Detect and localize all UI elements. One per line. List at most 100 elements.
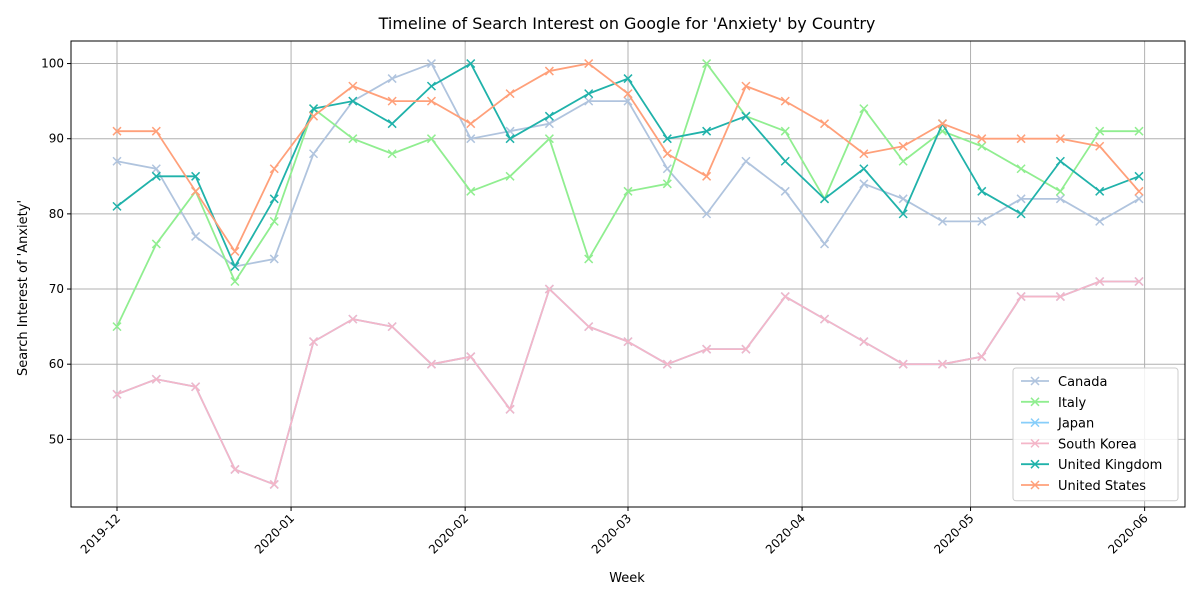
series-united-kingdom — [112, 59, 1144, 272]
data-point-united-kingdom — [1134, 171, 1144, 181]
x-tick-label: 2020-04 — [763, 511, 808, 556]
data-point-united-kingdom — [309, 104, 319, 114]
data-point-canada — [112, 156, 122, 166]
data-point-italy — [544, 134, 554, 144]
data-point-united-kingdom — [859, 164, 869, 174]
data-point-canada — [780, 186, 790, 196]
data-point-united-kingdom — [348, 96, 358, 106]
data-point-united-kingdom — [1055, 156, 1065, 166]
data-point-united-states — [466, 119, 476, 129]
data-point-italy — [1016, 164, 1026, 174]
data-point-canada — [662, 164, 672, 174]
data-point-united-states — [898, 141, 908, 151]
data-point-italy — [898, 156, 908, 166]
data-point-south-korea — [505, 404, 515, 414]
data-point-united-states — [505, 89, 515, 99]
data-point-italy — [977, 141, 987, 151]
data-point-south-korea — [1134, 276, 1144, 287]
data-point-united-states — [191, 186, 201, 196]
series-south-korea — [112, 276, 1144, 489]
data-point-south-korea — [820, 314, 830, 324]
legend-item-united-kingdom: United Kingdom — [1021, 458, 1162, 473]
data-point-south-korea — [1016, 292, 1026, 302]
legend-item-canada: Canada — [1021, 375, 1107, 390]
data-point-united-kingdom — [820, 194, 830, 204]
data-point-south-korea — [741, 344, 751, 354]
data-point-italy — [112, 322, 122, 332]
data-point-united-kingdom — [151, 171, 161, 181]
legend-label: United States — [1058, 479, 1146, 494]
data-point-united-states — [544, 66, 554, 76]
data-point-canada — [1134, 194, 1144, 204]
data-point-canada — [1095, 216, 1105, 226]
legend-marker — [1030, 438, 1040, 448]
data-point-italy — [1055, 186, 1065, 196]
legend-marker — [1030, 459, 1040, 469]
chart-title: Timeline of Search Interest on Google fo… — [378, 14, 876, 33]
data-point-canada — [309, 149, 319, 159]
legend-marker — [1030, 418, 1040, 428]
data-point-canada — [859, 179, 869, 189]
data-point-united-states — [269, 164, 279, 174]
data-point-united-states — [1134, 186, 1144, 196]
data-point-canada — [702, 209, 712, 219]
data-point-united-kingdom — [584, 89, 594, 99]
data-point-united-kingdom — [544, 111, 554, 121]
data-point-united-states — [151, 126, 161, 136]
data-point-united-kingdom — [702, 126, 712, 136]
data-point-canada — [1055, 194, 1065, 204]
data-point-united-kingdom — [230, 261, 240, 272]
series-canada — [112, 59, 1144, 272]
data-point-canada — [426, 59, 436, 69]
data-point-italy — [623, 186, 633, 196]
data-point-canada — [1016, 194, 1026, 204]
legend-box — [1012, 367, 1179, 502]
data-point-south-korea — [859, 337, 869, 347]
data-point-united-states — [584, 59, 594, 69]
y-tick-label: 70 — [49, 282, 64, 296]
data-point-united-states — [820, 119, 830, 129]
data-point-south-korea — [702, 344, 712, 354]
data-point-united-kingdom — [623, 74, 633, 84]
data-point-united-states — [1055, 134, 1065, 144]
data-point-united-states — [741, 81, 751, 91]
data-point-south-korea — [937, 359, 947, 369]
legend-marker — [1030, 480, 1040, 490]
data-point-italy — [505, 171, 515, 181]
data-point-united-states — [1095, 141, 1105, 151]
data-point-south-korea — [348, 314, 358, 324]
data-point-canada — [151, 164, 161, 174]
legend-label: Italy — [1058, 396, 1087, 411]
data-point-south-korea — [309, 337, 319, 347]
data-point-south-korea — [1095, 276, 1105, 287]
x-axis-label: Week — [609, 571, 645, 586]
series-united-states — [112, 59, 1144, 256]
y-axis-label: Search Interest of 'Anxiety' — [16, 200, 31, 376]
x-tick-label: 2019-12 — [78, 511, 123, 556]
data-point-united-states — [937, 119, 947, 129]
data-point-italy — [466, 186, 476, 196]
legend: Canada Italy Japan South Korea United Kingdo… — [1012, 367, 1179, 502]
x-tick-label: 2020-06 — [1105, 511, 1150, 556]
data-point-united-kingdom — [977, 186, 987, 196]
legend-item-united-states: United States — [1021, 479, 1146, 494]
data-point-united-kingdom — [426, 81, 436, 91]
data-point-united-kingdom — [269, 194, 279, 204]
data-point-united-kingdom — [112, 201, 122, 211]
y-tick-label: 90 — [49, 132, 64, 146]
data-point-united-states — [348, 81, 358, 91]
legend-item-south-korea: South Korea — [1021, 437, 1137, 452]
data-point-canada — [898, 194, 908, 204]
data-point-south-korea — [387, 322, 397, 332]
data-point-canada — [820, 239, 830, 249]
y-tick-label: 80 — [49, 207, 64, 221]
data-point-united-states — [387, 96, 397, 106]
legend-label: United Kingdom — [1058, 458, 1162, 473]
data-point-italy — [426, 134, 436, 144]
legend-item-italy: Italy — [1021, 396, 1087, 411]
data-point-united-kingdom — [1016, 209, 1026, 219]
legend-label: Japan — [1057, 417, 1094, 432]
data-point-south-korea — [269, 479, 279, 489]
